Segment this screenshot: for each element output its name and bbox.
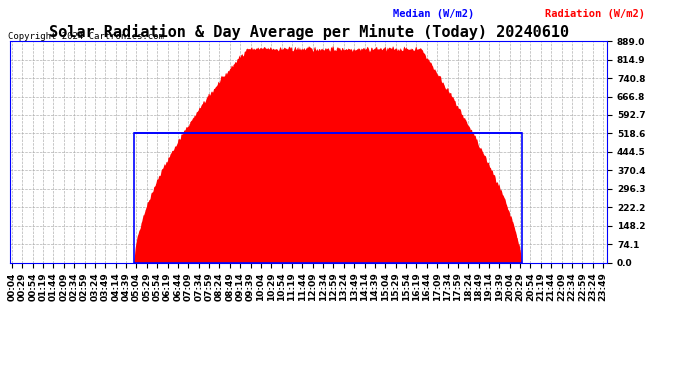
Text: Copyright 2024 Cartronics.com: Copyright 2024 Cartronics.com [8, 32, 164, 41]
Title: Solar Radiation & Day Average per Minute (Today) 20240610: Solar Radiation & Day Average per Minute… [49, 24, 569, 40]
Text: Radiation (W/m2): Radiation (W/m2) [545, 9, 645, 19]
Bar [134, 134, 522, 262]
Text: Median (W/m2): Median (W/m2) [393, 9, 475, 19]
